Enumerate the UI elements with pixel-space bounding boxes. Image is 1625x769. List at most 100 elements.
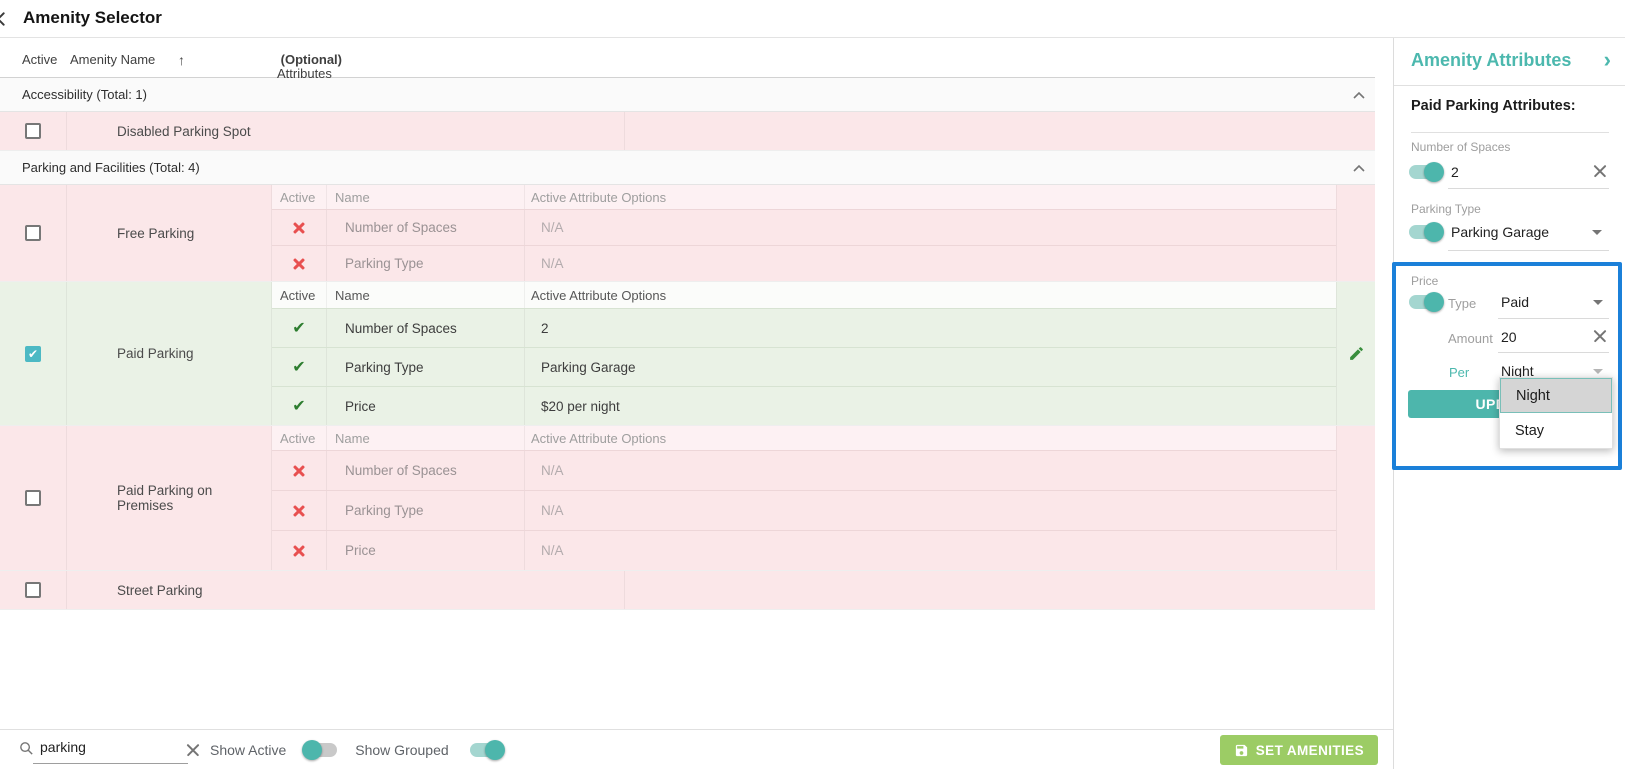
inactive-cross-icon xyxy=(291,543,307,559)
amenity-checkbox-checked[interactable] xyxy=(25,345,41,362)
price-type-toggle[interactable] xyxy=(1408,292,1444,312)
price-per-dropdown-caret-icon[interactable] xyxy=(1593,369,1603,374)
amenity-row-paid-parking[interactable]: Paid Parking Active Name Active Attribut… xyxy=(0,282,1375,426)
col-header-active: Active xyxy=(22,52,58,67)
attribute-value: N/A xyxy=(541,220,564,235)
price-per-value[interactable]: Night xyxy=(1501,363,1534,379)
inactive-cross-icon xyxy=(291,256,307,272)
input-underline xyxy=(1498,318,1609,319)
attribute-name: Price xyxy=(327,387,525,425)
group-label: Accessibility (Total: 1) xyxy=(22,87,147,102)
number-of-spaces-label: Number of Spaces xyxy=(1411,140,1511,154)
table-header-row: Active Amenity Name ↑ Attributes (Option… xyxy=(0,38,1375,81)
amenity-name: Paid Parking xyxy=(67,282,272,425)
amenity-checkbox[interactable] xyxy=(25,490,41,506)
show-grouped-toggle[interactable] xyxy=(469,739,505,760)
amenity-row-disabled-parking-spot[interactable]: Disabled Parking Spot xyxy=(0,112,1375,151)
price-label: Price xyxy=(1411,274,1439,288)
input-underline xyxy=(1448,188,1609,189)
attribute-name: Parking Type xyxy=(327,348,525,386)
group-header-accessibility[interactable]: Accessibility (Total: 1) xyxy=(0,78,1375,112)
amenity-checkbox[interactable] xyxy=(25,225,41,241)
sort-ascending-icon[interactable]: ↑ xyxy=(178,52,185,68)
clear-number-of-spaces-icon[interactable] xyxy=(1591,162,1609,180)
panel-title: Amenity Attributes xyxy=(1411,50,1572,70)
attribute-subtable-header: Active Name Active Attribute Options xyxy=(272,185,1336,209)
per-dropdown-list: Night Stay xyxy=(1499,377,1613,449)
collapse-chevron-icon[interactable] xyxy=(1353,87,1365,102)
amenity-name: Street Parking xyxy=(67,571,625,609)
amenity-checkbox[interactable] xyxy=(25,582,41,598)
save-icon xyxy=(1235,744,1247,756)
attribute-name: Price xyxy=(327,531,525,570)
amenity-table-area: Active Amenity Name ↑ Attributes (Option… xyxy=(0,38,1393,769)
number-of-spaces-value[interactable]: 2 xyxy=(1451,164,1459,180)
active-check-icon: ✔ xyxy=(292,398,306,415)
parking-type-label: Parking Type xyxy=(1411,202,1481,216)
group-header-parking-and-facilities[interactable]: Parking and Facilities (Total: 4) xyxy=(0,151,1375,185)
panel-collapse-chevron-icon[interactable]: › xyxy=(1603,47,1611,72)
price-amount-label: Amount xyxy=(1448,331,1493,346)
dropdown-option-stay[interactable]: Stay xyxy=(1515,422,1545,439)
attribute-row: ✔ Number of Spaces 2 xyxy=(272,308,1336,347)
inactive-cross-icon xyxy=(291,463,307,479)
panel-subtitle: Paid Parking Attributes: xyxy=(1411,98,1576,114)
attribute-row: ✔ Price $20 per night xyxy=(272,386,1336,425)
attribute-row: Parking Type N/A xyxy=(272,490,1336,530)
clear-search-icon[interactable] xyxy=(184,741,202,759)
attribute-subtable-header: Active Name Active Attribute Options xyxy=(272,426,1336,450)
attribute-value: Parking Garage xyxy=(541,359,636,375)
amenity-row-street-parking[interactable]: Street Parking xyxy=(0,571,1375,610)
clear-price-amount-icon[interactable] xyxy=(1591,327,1609,345)
set-amenities-button[interactable]: SET AMENITIES xyxy=(1219,735,1378,765)
price-type-value[interactable]: Paid xyxy=(1501,294,1530,310)
amenity-name: Disabled Parking Spot xyxy=(67,112,625,150)
show-active-toggle[interactable] xyxy=(302,739,338,760)
attribute-name: Number of Spaces xyxy=(327,210,525,245)
edit-pencil-icon[interactable] xyxy=(1348,345,1365,362)
search-underline xyxy=(33,762,188,764)
attribute-row: ✔ Parking Type Parking Garage xyxy=(272,347,1336,386)
dialog-title: Amenity Selector xyxy=(23,8,162,27)
price-amount-value[interactable]: 20 xyxy=(1501,329,1517,345)
attribute-subtable-header: Active Name Active Attribute Options xyxy=(272,282,1336,308)
price-type-dropdown-caret-icon[interactable] xyxy=(1593,300,1603,305)
input-underline xyxy=(1498,352,1609,353)
show-active-label: Show Active xyxy=(210,741,287,758)
parking-type-value[interactable]: Parking Garage xyxy=(1451,224,1550,240)
price-type-label: Type xyxy=(1448,296,1477,311)
amenity-checkbox[interactable] xyxy=(25,123,41,139)
attribute-row: Number of Spaces N/A xyxy=(272,209,1336,245)
search-field[interactable] xyxy=(18,736,188,764)
dropdown-option-night[interactable]: Night xyxy=(1500,378,1612,413)
attribute-name: Parking Type xyxy=(327,246,525,281)
search-input[interactable] xyxy=(40,738,165,755)
divider xyxy=(1411,132,1609,133)
amenity-attributes-panel: Amenity Attributes › Paid Parking Attrib… xyxy=(1392,38,1625,769)
search-icon xyxy=(20,741,33,755)
col-header-amenity-name[interactable]: Amenity Name xyxy=(70,52,156,67)
active-check-icon: ✔ xyxy=(292,320,306,337)
amenity-row-free-parking[interactable]: Free Parking Active Name Active Attribut… xyxy=(0,185,1375,282)
attribute-value: N/A xyxy=(541,543,564,558)
attribute-row: Price N/A xyxy=(272,530,1336,570)
parking-type-toggle[interactable] xyxy=(1408,222,1444,242)
attribute-value: N/A xyxy=(541,463,564,478)
show-grouped-label: Show Grouped xyxy=(355,741,449,758)
number-of-spaces-toggle[interactable] xyxy=(1408,162,1444,182)
amenity-row-paid-parking-on-premises[interactable]: Paid Parking on Premises Active Name Act… xyxy=(0,426,1375,571)
close-icon[interactable] xyxy=(0,7,10,31)
attribute-row: Number of Spaces N/A xyxy=(272,450,1336,490)
attribute-value: 2 xyxy=(541,320,549,336)
dialog-titlebar: Amenity Selector xyxy=(0,0,1625,38)
attribute-row: Parking Type N/A xyxy=(272,245,1336,281)
group-label: Parking and Facilities (Total: 4) xyxy=(22,160,200,175)
input-underline xyxy=(1448,250,1609,251)
parking-type-dropdown-caret-icon[interactable] xyxy=(1592,230,1602,235)
attribute-name: Number of Spaces xyxy=(327,451,525,490)
attribute-name: Parking Type xyxy=(327,491,525,530)
inactive-cross-icon xyxy=(291,503,307,519)
price-per-label: Per xyxy=(1449,365,1470,380)
col-header-attributes: Attributes (Optional) xyxy=(277,52,343,81)
collapse-chevron-icon[interactable] xyxy=(1353,160,1365,175)
